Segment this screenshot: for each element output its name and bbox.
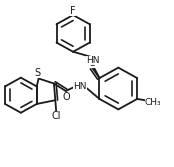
Text: HN: HN	[73, 81, 87, 91]
Text: S: S	[35, 68, 41, 78]
Text: F: F	[70, 6, 76, 16]
Text: HN: HN	[86, 56, 100, 65]
Text: O: O	[88, 58, 96, 68]
Text: CH₃: CH₃	[145, 98, 161, 107]
Text: O: O	[63, 92, 70, 102]
Text: Cl: Cl	[52, 111, 61, 121]
